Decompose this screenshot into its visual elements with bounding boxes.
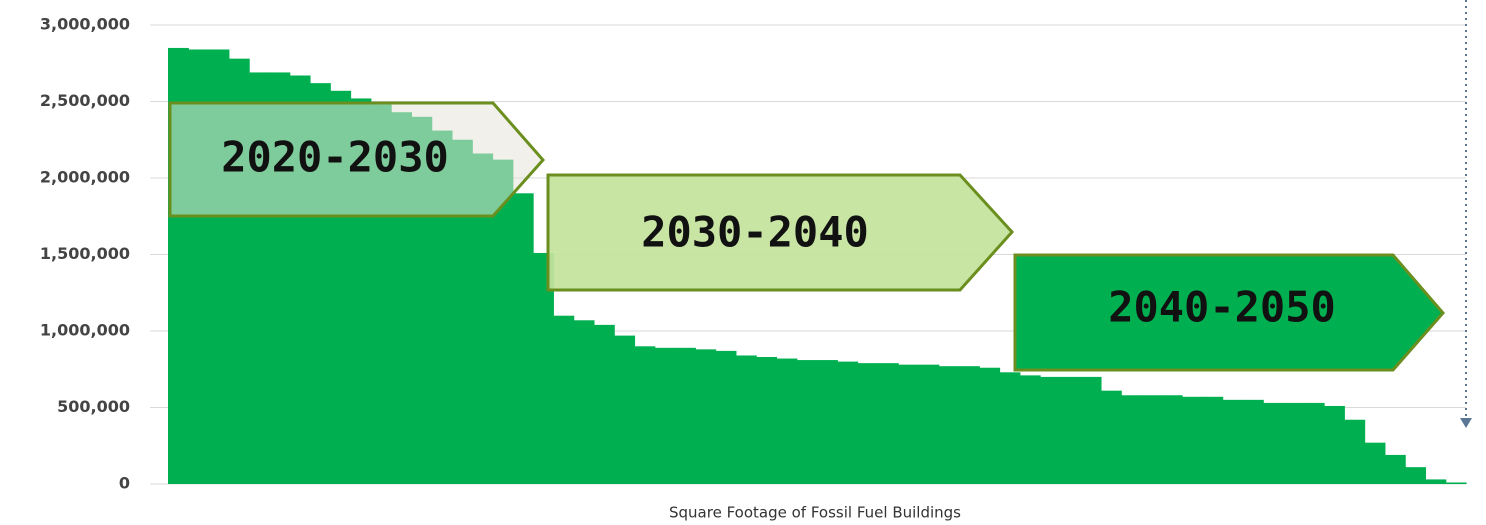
annotation: 2030-2040 bbox=[641, 208, 869, 257]
bar bbox=[1324, 405, 1345, 484]
bar bbox=[614, 335, 636, 484]
bar bbox=[1283, 402, 1305, 484]
bar bbox=[451, 139, 473, 484]
bar bbox=[1425, 479, 1447, 484]
bar bbox=[634, 346, 656, 484]
bar bbox=[431, 130, 453, 484]
bar bbox=[675, 347, 696, 484]
bar bbox=[979, 367, 1001, 484]
bar bbox=[796, 360, 818, 484]
bar bbox=[1384, 454, 1406, 484]
bar bbox=[837, 361, 859, 484]
bar bbox=[1263, 402, 1285, 484]
bar bbox=[1100, 390, 1122, 484]
y-tick-label: 3,000,000 bbox=[40, 15, 130, 34]
y-tick-label: 2,000,000 bbox=[40, 168, 130, 187]
bar bbox=[958, 366, 980, 484]
bar bbox=[1141, 395, 1163, 484]
bar bbox=[1080, 376, 1102, 484]
bar bbox=[756, 357, 778, 484]
y-tick-label: 1,500,000 bbox=[40, 244, 130, 263]
bar bbox=[1405, 467, 1427, 484]
bar bbox=[593, 324, 615, 484]
bar bbox=[1242, 399, 1264, 484]
bar bbox=[1445, 482, 1467, 484]
bar bbox=[492, 159, 514, 484]
arrow-shape bbox=[546, 173, 1015, 292]
bar bbox=[472, 153, 494, 484]
annotation: 2020-2030 bbox=[221, 133, 449, 182]
bar bbox=[898, 364, 920, 484]
bar bbox=[1121, 395, 1143, 484]
bar bbox=[1182, 396, 1203, 484]
bar bbox=[573, 320, 595, 484]
bar bbox=[735, 355, 757, 484]
bar bbox=[1060, 376, 1082, 484]
bar bbox=[654, 347, 676, 484]
y-tick-label: 1,000,000 bbox=[40, 321, 130, 340]
y-tick-label: 500,000 bbox=[57, 397, 130, 416]
bar bbox=[1364, 442, 1386, 484]
bar bbox=[877, 363, 899, 484]
bar bbox=[938, 366, 960, 484]
y-tick-label: 2,500,000 bbox=[40, 91, 130, 110]
bar bbox=[715, 350, 737, 484]
bar bbox=[1222, 399, 1244, 484]
bar bbox=[857, 363, 879, 484]
annotation: 2040-2050 bbox=[1108, 283, 1336, 332]
arrow-shape bbox=[168, 101, 546, 218]
bar bbox=[1344, 419, 1366, 484]
bar bbox=[695, 349, 717, 484]
arrow-shape bbox=[1013, 253, 1445, 372]
bar bbox=[1303, 402, 1325, 484]
bar bbox=[1202, 396, 1224, 484]
arrowhead bbox=[1460, 418, 1472, 428]
bar bbox=[512, 193, 534, 485]
bar bbox=[1040, 376, 1061, 484]
bar bbox=[553, 315, 575, 484]
bar bbox=[533, 252, 554, 484]
x-axis-label: Square Footage of Fossil Fuel Buildings bbox=[669, 504, 961, 522]
bar bbox=[1161, 395, 1183, 484]
bar bbox=[1019, 375, 1041, 484]
y-tick-label: 0 bbox=[119, 474, 130, 493]
bar bbox=[776, 358, 798, 484]
bar bbox=[817, 360, 838, 484]
bar bbox=[918, 364, 940, 484]
bar bbox=[999, 372, 1021, 484]
